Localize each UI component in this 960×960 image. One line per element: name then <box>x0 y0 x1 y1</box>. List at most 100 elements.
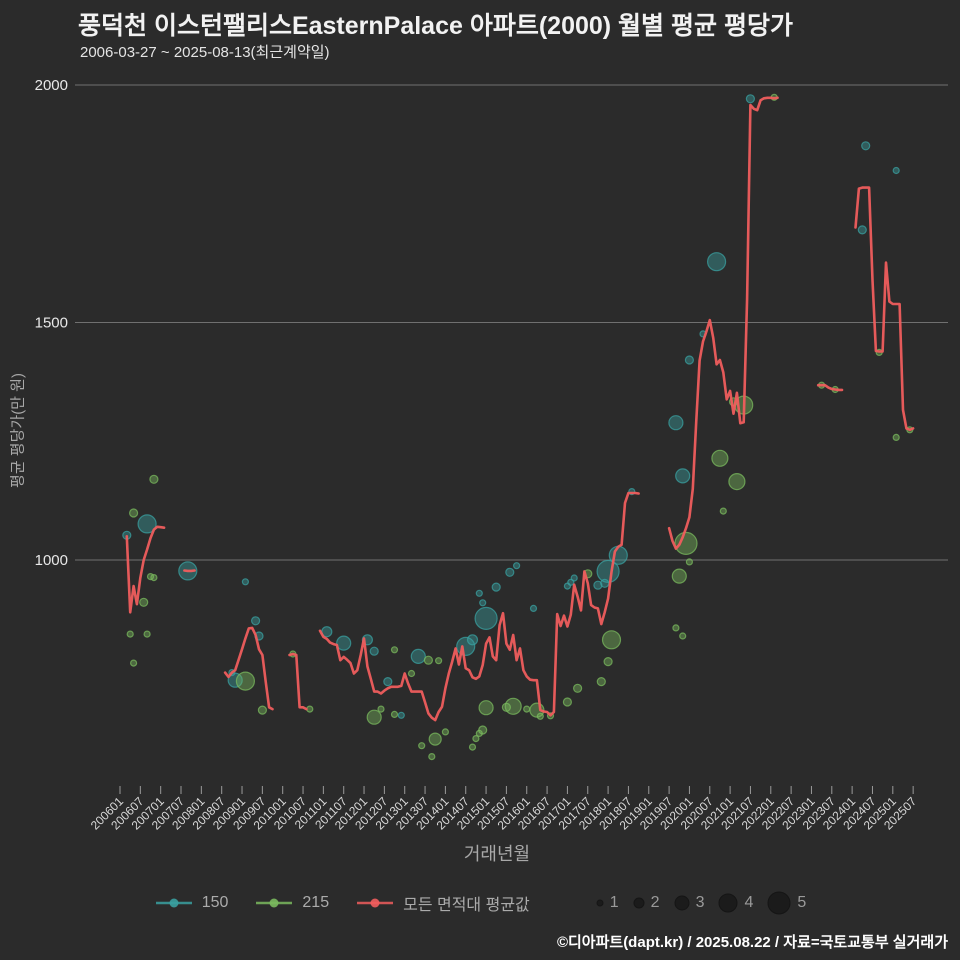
scatter-point-215 <box>366 709 382 725</box>
scatter-point-215 <box>504 697 522 715</box>
scatter-point-150 <box>227 672 243 688</box>
scatter-point-150 <box>857 225 867 235</box>
scatter-point-215 <box>672 624 680 632</box>
scatter-point-150 <box>861 141 871 151</box>
legend-marker-icon <box>256 898 293 908</box>
scatter-point-215 <box>441 728 449 736</box>
scatter-point-215 <box>390 646 399 654</box>
scatter-point-215 <box>390 710 399 719</box>
scatter-point-215 <box>711 449 729 467</box>
scatter-point-215 <box>428 732 442 746</box>
scatter-point-215 <box>536 712 544 720</box>
scatter-point-215 <box>143 630 151 638</box>
scatter-point-150 <box>593 580 603 590</box>
scatter-point-215 <box>130 659 138 667</box>
scatter-point-215 <box>478 700 494 716</box>
scatter-point-215 <box>478 725 488 735</box>
size-dot-icon <box>596 899 604 907</box>
scatter-point-150 <box>479 599 487 607</box>
scatter-point-215 <box>418 742 426 750</box>
scatter-point-150 <box>410 648 426 665</box>
size-legend-item: 3 <box>674 891 705 915</box>
scatter-point-150 <box>397 711 405 719</box>
scatter-point-215 <box>407 669 416 678</box>
scatter-point-150 <box>570 574 578 582</box>
scatter-point-215 <box>685 558 694 566</box>
scatter-point-215 <box>257 705 267 715</box>
legend-label: 모든 면적대 평균값 <box>403 897 530 914</box>
page-subtitle: 2006-03-27 ~ 2025-08-13(최근계약일) <box>80 44 330 61</box>
scatter-point-150 <box>684 355 695 365</box>
y-tick-label: 1000 <box>35 552 68 569</box>
size-legend-label: 5 <box>797 894 807 911</box>
average-line-segment <box>667 96 779 550</box>
scatter-point-215 <box>235 671 255 691</box>
scatter-point-150 <box>745 94 756 104</box>
scatter-point-150 <box>369 646 379 656</box>
scatter-point-215 <box>150 573 158 582</box>
scatter-point-215 <box>562 697 573 707</box>
scatter-point-215 <box>679 632 687 640</box>
scatter-point-150 <box>892 166 900 175</box>
average-line-segment <box>854 186 915 432</box>
scatter-point-150 <box>706 252 727 272</box>
y-tick-label: 2000 <box>35 77 68 94</box>
scatter-point-150 <box>336 635 352 651</box>
y-axis-title: 평균 평당가(만 원) <box>9 373 27 488</box>
scatter-point-150 <box>475 589 483 597</box>
size-dot-icon <box>674 895 690 911</box>
scatter-point-215 <box>472 734 480 743</box>
legend-item-average: 모든 면적대 평균값 <box>355 891 530 915</box>
size-legend-label: 4 <box>744 894 754 911</box>
size-legend-item: 4 <box>718 891 753 915</box>
scatter-point-215 <box>601 630 622 650</box>
scatter-point-215 <box>468 743 477 751</box>
scatter-point-150 <box>251 616 261 626</box>
scatter-point-215 <box>892 433 900 441</box>
credit-footer: ©디아파트(dapt.kr) / 2025.08.22 / 자료=국토교통부 실… <box>556 934 948 951</box>
scatter-point-215 <box>126 630 134 638</box>
average-line-segment <box>318 491 640 722</box>
size-legend-item: 2 <box>633 891 660 915</box>
legend-marker-icon <box>155 898 192 908</box>
scatter-point-150 <box>505 567 515 577</box>
average-line-segment <box>816 383 844 392</box>
scatter-point-215 <box>728 473 746 491</box>
scatter-point-150 <box>529 604 538 613</box>
y-tick-label: 1500 <box>35 315 68 332</box>
scatter-point-215 <box>129 508 139 518</box>
average-line-segment <box>125 525 166 614</box>
size-legend-item: 5 <box>767 891 806 915</box>
scatter-point-150 <box>137 514 157 534</box>
scatter-point-215 <box>139 597 149 607</box>
scatter-point-215 <box>603 656 613 667</box>
legend-marker-icon <box>357 898 394 908</box>
scatter-point-215 <box>377 705 385 713</box>
scatter-point-215 <box>149 474 159 484</box>
page-title: 풍덕천 이스턴팰리스EasternPalace 아파트(2000) 월별 평균 … <box>78 12 793 40</box>
scatter-point-150 <box>466 634 479 646</box>
average-line-segment <box>223 626 274 711</box>
scatter-point-150 <box>383 676 393 687</box>
legend-item-215: 215 <box>254 894 329 912</box>
scatter-point-150 <box>512 562 521 570</box>
average-line-segment <box>288 652 308 711</box>
size-dot-icon <box>633 897 645 909</box>
size-dot-icon <box>767 891 791 915</box>
scatter-point-215 <box>435 657 443 665</box>
scatter-point-215 <box>719 507 727 515</box>
size-legend-label: 2 <box>650 894 660 911</box>
scatter-point-150 <box>668 415 684 431</box>
scatter-point-215 <box>423 655 433 665</box>
scatter-point-150 <box>675 468 691 484</box>
scatter-point-215 <box>523 705 531 713</box>
scatter-point-150 <box>241 578 249 586</box>
size-legend-item: 1 <box>596 891 619 915</box>
size-dot-icon <box>718 893 738 913</box>
scatter-point-215 <box>596 676 606 687</box>
size-legend-label: 3 <box>695 894 705 911</box>
legend-label: 215 <box>302 894 330 911</box>
scatter-point-215 <box>671 568 687 584</box>
scatter-point-215 <box>674 531 698 556</box>
